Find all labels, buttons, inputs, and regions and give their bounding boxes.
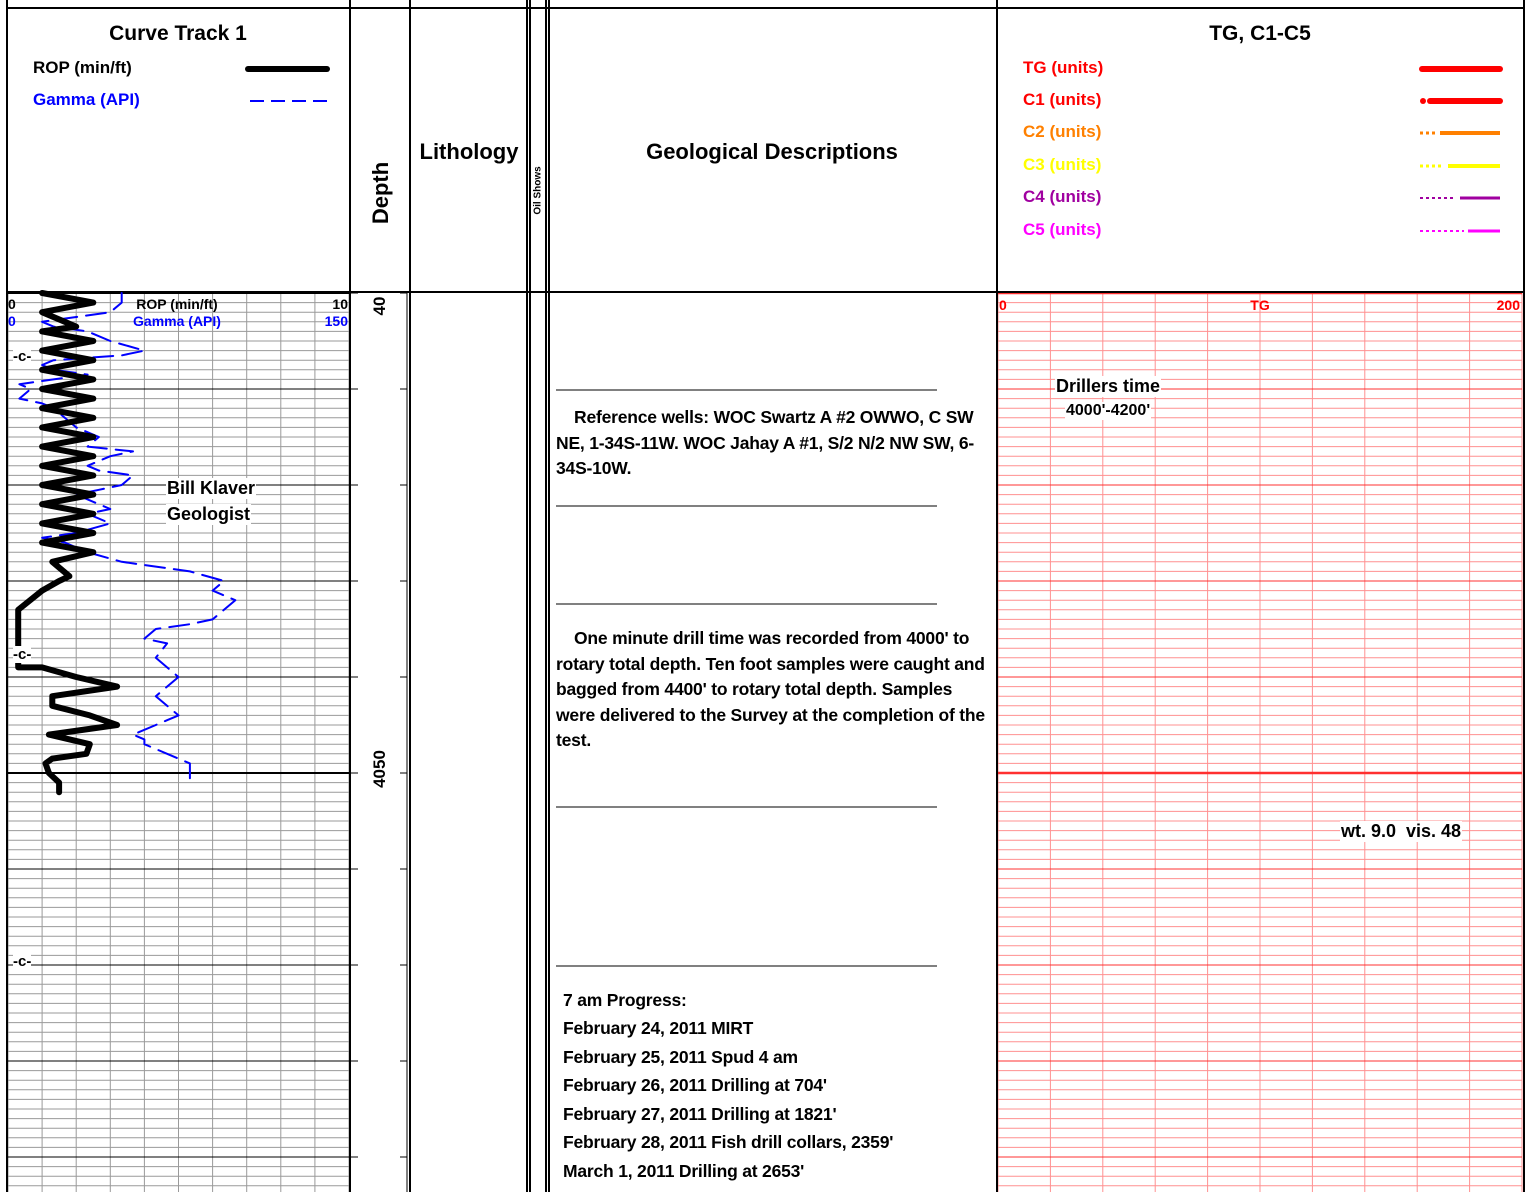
gas-track-grid xyxy=(997,291,1523,1192)
geo-desc-header: Geological Descriptions xyxy=(646,139,898,164)
oil-shows-header: Oil Shows xyxy=(532,166,544,215)
description-separators xyxy=(556,389,937,967)
gas-scale-min: 0 xyxy=(999,297,1007,313)
rop-scale-min: 0 xyxy=(8,296,16,312)
drill-time-text: One minute drill time was recorded from … xyxy=(556,628,985,750)
rop-curve xyxy=(15,290,121,796)
column-borders xyxy=(6,0,1525,1192)
depth-mark-4050: 4050 xyxy=(370,750,389,788)
c3-legend-label: C3 (units) xyxy=(1023,155,1102,174)
geologist-title: Geologist xyxy=(166,504,252,525)
gas-scale-max: 200 xyxy=(1496,297,1520,313)
gamma-series-line xyxy=(18,292,237,784)
lithology-header: Lithology xyxy=(419,139,519,164)
progress-item: February 27, 2011 Drilling at 1821' xyxy=(563,1104,837,1124)
progress-item: February 28, 2011 Fish drill collars, 23… xyxy=(563,1132,894,1152)
drillers-time-label: Drillers time xyxy=(1055,376,1162,397)
progress-item: February 25, 2011 Spud 4 am xyxy=(563,1047,798,1067)
depth-header: Depth xyxy=(368,161,393,225)
rop-scale-label: ROP (min/ft) xyxy=(136,296,218,312)
c4-legend-label: C4 (units) xyxy=(1023,187,1102,206)
gamma-scale-max: 150 xyxy=(324,313,348,329)
geologist-name: Bill Klaver xyxy=(166,478,257,499)
gamma-scale-label: Gamma (API) xyxy=(133,313,221,329)
drillers-time-range: 4000'-4200' xyxy=(1065,402,1152,420)
gas-legend-lines xyxy=(1419,66,1503,233)
c1-legend-dot xyxy=(1420,98,1426,104)
c2-legend-label: C2 (units) xyxy=(1023,122,1102,141)
rop-scale-max: 10 xyxy=(332,296,348,312)
c1-legend-label: C1 (units) xyxy=(1023,90,1102,109)
core-mark: -c- xyxy=(13,953,32,970)
gas-scale-label: TG xyxy=(1250,297,1270,313)
core-mark: -c- xyxy=(13,646,32,663)
progress-item: February 26, 2011 Drilling at 704' xyxy=(563,1075,827,1095)
mud-properties: wt. 9.0 vis. 48 xyxy=(1340,821,1463,842)
reference-wells-text: Reference wells: WOC Swartz A #2 OWWO, C… xyxy=(556,407,974,478)
rop-series-line xyxy=(15,290,121,796)
gamma-legend-label: Gamma (API) xyxy=(33,90,140,109)
core-mark: -c- xyxy=(13,348,32,365)
progress-item: February 24, 2011 MIRT xyxy=(563,1018,754,1038)
depth-mark-4000: 40 xyxy=(370,296,389,316)
tg-legend-label: TG (units) xyxy=(1023,58,1104,77)
rop-legend-label: ROP (min/ft) xyxy=(33,58,132,77)
progress-item: March 1, 2011 Drilling at 2653' xyxy=(563,1161,805,1181)
progress-title: 7 am Progress: xyxy=(563,990,687,1010)
gas-track-title: TG, C1-C5 xyxy=(1209,22,1311,45)
gamma-curve xyxy=(18,292,237,784)
curve-track-title: Curve Track 1 xyxy=(109,22,247,45)
gamma-scale-min: 0 xyxy=(8,313,16,329)
c5-legend-label: C5 (units) xyxy=(1023,220,1102,239)
